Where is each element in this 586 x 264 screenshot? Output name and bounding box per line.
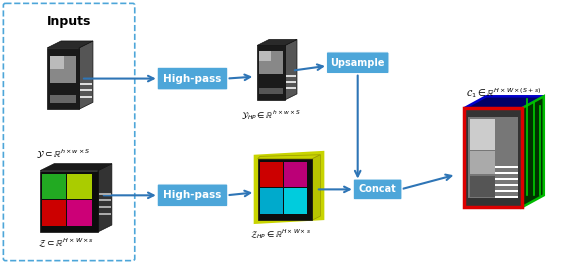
Bar [469,176,495,197]
Polygon shape [79,41,93,109]
FancyBboxPatch shape [353,179,402,200]
Polygon shape [285,40,297,100]
Bar [259,88,283,94]
Bar [284,188,306,214]
Bar [495,184,518,186]
Bar [80,89,92,91]
Polygon shape [40,164,112,171]
Polygon shape [257,40,297,45]
Bar [50,56,76,83]
Bar [80,83,92,84]
Bar [260,162,282,187]
Bar [42,200,66,226]
Bar [99,206,111,208]
Text: $\mathcal{Y} \subset \mathbb{R}^{h\times w\times S}$: $\mathcal{Y} \subset \mathbb{R}^{h\times… [36,148,90,161]
Bar [284,162,306,187]
Text: $\mathcal{C}_1 \in \mathbb{R}^{H\times W\times (S+s)}$: $\mathcal{C}_1 \in \mathbb{R}^{H\times W… [466,86,541,100]
Text: Inputs: Inputs [47,15,91,28]
Text: Concat: Concat [359,184,397,194]
Text: High-pass: High-pass [163,74,222,84]
Bar [495,178,518,180]
Bar [495,196,518,198]
Bar [286,75,296,77]
Bar [495,172,518,174]
Bar [99,192,111,195]
Bar [50,56,64,69]
Bar [67,173,91,199]
FancyBboxPatch shape [326,52,389,74]
Bar [469,119,495,150]
FancyBboxPatch shape [157,67,228,90]
Polygon shape [464,96,544,108]
Bar [99,200,111,201]
Bar [286,81,296,83]
Polygon shape [258,155,321,159]
Bar [468,117,519,198]
Polygon shape [98,164,112,232]
Polygon shape [47,48,79,109]
Polygon shape [312,155,321,220]
Text: $\mathcal{Z} \subset \mathbb{R}^{H\times W\times s}$: $\mathcal{Z} \subset \mathbb{R}^{H\times… [38,237,94,250]
Bar [286,87,296,89]
Polygon shape [257,45,285,100]
Polygon shape [47,41,93,48]
Bar [99,213,111,215]
Bar [42,173,66,199]
Bar [259,51,271,61]
Bar [67,200,91,226]
Text: $\mathcal{Y}_{HP} \in \mathbb{R}^{h\times w\times S}$: $\mathcal{Y}_{HP} \in \mathbb{R}^{h\time… [241,108,301,122]
Polygon shape [464,108,522,207]
Bar [259,51,283,74]
Polygon shape [258,159,312,220]
Bar [50,95,76,103]
Text: Upsample: Upsample [331,58,385,68]
Text: $\mathcal{Z}_{HP} \in \mathbb{R}^{H\times W\times s}$: $\mathcal{Z}_{HP} \in \mathbb{R}^{H\time… [250,227,311,241]
Polygon shape [40,171,98,232]
Bar [495,190,518,192]
Bar [469,151,495,174]
Bar [260,188,282,214]
Polygon shape [254,151,324,224]
Bar [495,166,518,168]
Polygon shape [522,96,544,207]
FancyBboxPatch shape [157,184,228,207]
Bar [80,96,92,98]
Text: High-pass: High-pass [163,190,222,200]
FancyBboxPatch shape [4,3,135,261]
